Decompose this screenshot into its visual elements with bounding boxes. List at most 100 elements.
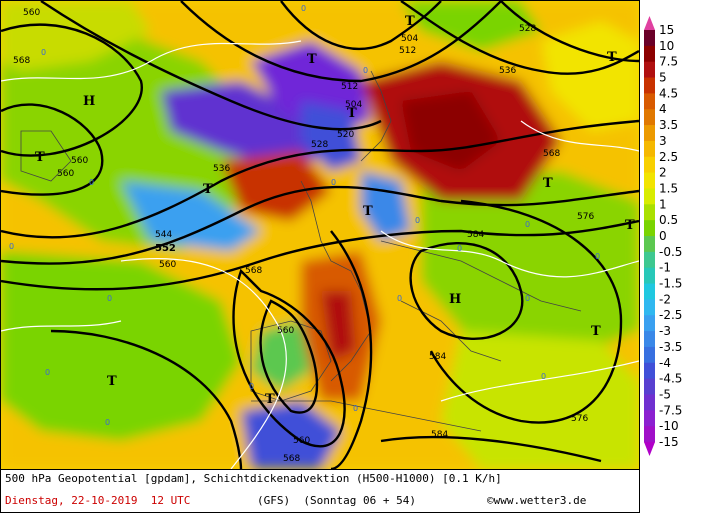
low-marker: T — [607, 50, 617, 65]
contour-label: 560 — [277, 326, 294, 336]
source-url: www.wetter3.de — [493, 494, 587, 507]
contour-label: 560 — [293, 436, 310, 446]
model-run: (GFS) (Sonntag 06 + 54) — [257, 494, 416, 507]
legend-label: 3.5 — [659, 118, 678, 132]
legend-swatch — [644, 125, 655, 142]
legend-swatch — [644, 299, 655, 316]
contour-label: 560 — [57, 169, 74, 179]
advection-zero-lines — [0, 40, 640, 470]
legend-swatch — [644, 220, 655, 237]
legend-swatch — [644, 394, 655, 411]
low-marker: T — [107, 374, 117, 389]
geopotential-contours — [0, 0, 640, 471]
contour-label: 560 — [159, 260, 176, 270]
zero-marker: 0 — [595, 252, 600, 261]
zero-marker: 0 — [353, 404, 358, 413]
contour-label: 560 — [71, 156, 88, 166]
zero-marker: 0 — [45, 368, 50, 377]
legend-label: 0.5 — [659, 213, 678, 227]
zero-marker: 0 — [249, 382, 254, 391]
color-scale-legend: 15 10 7.5 5 4.5 4 3.5 3 2.5 2 1.5 1 0.5 0 -0.5 -1 -1.5 -2… — [640, 0, 704, 470]
zero-marker: 0 — [525, 220, 530, 229]
contour-label: 504 — [401, 34, 418, 44]
contour-label: 528 — [311, 140, 328, 150]
legend-swatch — [644, 188, 655, 205]
legend-swatch — [644, 77, 655, 94]
zero-marker: 0 — [105, 418, 110, 427]
legend-swatch — [644, 30, 655, 47]
color-scale-bar: 15107.554.543.532.521.510.50-0.5-1-1.5-2… — [644, 16, 682, 456]
legend-label: 1 — [659, 197, 667, 211]
contour-label: 584 — [431, 430, 448, 440]
zero-marker: 0 — [89, 178, 94, 187]
legend-label: -4 — [659, 356, 671, 370]
map-footer: 500 hPa Geopotential [gpdam], Schichtdic… — [0, 470, 640, 513]
low-marker: T — [625, 218, 635, 233]
contour-label: 568 — [13, 56, 30, 66]
legend-label: -5 — [659, 387, 671, 401]
legend-label: -15 — [659, 435, 679, 449]
legend-swatch — [644, 346, 655, 364]
weather-map: 560 568 504 528 536 512 512 504 520 528 … — [0, 0, 640, 471]
contour-label: 584 — [429, 352, 446, 362]
contour-label: 512 — [399, 46, 416, 56]
legend-label: -3 — [659, 324, 671, 338]
legend-label: -1.5 — [659, 277, 682, 291]
legend-arrow-bottom — [644, 442, 655, 456]
high-marker: H — [449, 292, 461, 307]
legend-swatch — [644, 283, 655, 300]
legend-swatch — [644, 251, 655, 269]
weather-map-canvas: 560 568 504 528 536 512 512 504 520 528 … — [0, 0, 640, 471]
legend-swatch — [644, 236, 655, 253]
legend-label: -10 — [659, 419, 679, 433]
low-marker: T — [405, 14, 415, 29]
legend-label: 5 — [659, 71, 667, 85]
source-credit: ©www.wetter3.de — [487, 494, 586, 507]
legend-label: 4 — [659, 102, 667, 116]
contour-label: 576 — [571, 414, 588, 424]
zero-marker: 0 — [331, 178, 336, 187]
legend-swatch — [644, 331, 655, 348]
low-marker: T — [363, 204, 373, 219]
low-marker: T — [35, 150, 45, 165]
legend-swatch — [644, 315, 655, 332]
high-marker: H — [83, 94, 95, 109]
zero-markers: 0 0 0 0 0 0 0 0 0 0 0 0 0 0 0 0 0 0 — [9, 4, 600, 427]
contour-label: 584 — [467, 230, 484, 240]
legend-swatch — [644, 61, 655, 79]
legend-label: 10 — [659, 39, 674, 53]
zero-marker: 0 — [363, 66, 368, 75]
legend-swatch — [644, 204, 655, 221]
legend-swatch — [644, 93, 655, 110]
contour-label: 568 — [283, 454, 300, 464]
pressure-symbols: H H T T T T T T T T T T T T — [35, 14, 635, 407]
contour-label: 528 — [519, 24, 536, 34]
legend-swatch — [644, 410, 655, 427]
legend-label: -2.5 — [659, 308, 682, 322]
zero-marker: 0 — [301, 4, 306, 13]
legend-label: 15 — [659, 23, 674, 37]
coastlines — [20, 70, 582, 432]
zero-marker: 0 — [541, 372, 546, 381]
legend-swatch — [644, 378, 655, 395]
legend-swatch — [644, 267, 655, 285]
zero-marker: 0 — [457, 244, 462, 253]
contour-label: 536 — [213, 164, 230, 174]
contour-label: 560 — [23, 8, 40, 18]
legend-label: 1.5 — [659, 181, 678, 195]
legend-label: 2 — [659, 166, 667, 180]
legend-swatch — [644, 362, 655, 380]
map-description: 500 hPa Geopotential [gpdam], Schichtdic… — [5, 472, 502, 485]
legend-label: 2.5 — [659, 150, 678, 164]
contour-label: 520 — [337, 130, 354, 140]
legend-label: -2 — [659, 292, 671, 306]
legend-label: -7.5 — [659, 403, 682, 417]
zero-marker: 0 — [525, 294, 530, 303]
low-marker: T — [203, 182, 213, 197]
zero-marker: 0 — [397, 294, 402, 303]
legend-swatch — [644, 109, 655, 126]
legend-label: 7.5 — [659, 55, 678, 69]
low-marker: T — [591, 324, 601, 339]
low-marker: T — [307, 52, 317, 67]
zero-marker: 0 — [107, 294, 112, 303]
